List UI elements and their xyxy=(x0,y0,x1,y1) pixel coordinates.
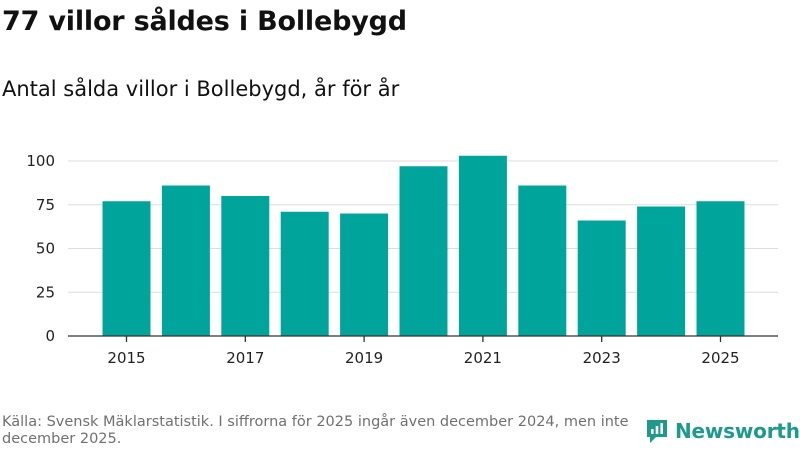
brand-name: Newsworthy xyxy=(675,419,800,443)
bar-2022 xyxy=(518,185,567,336)
bar-2019 xyxy=(340,213,389,336)
bar-chart: 0 25 50 75 100 2015 2017 2019 2021 2023 2025 xyxy=(26,152,778,367)
y-tick-label: 75 xyxy=(36,196,55,214)
bar-2025 xyxy=(696,201,745,336)
x-tick-label: 2017 xyxy=(226,349,264,367)
y-tick-label: 0 xyxy=(45,327,55,345)
bar-2016 xyxy=(161,185,210,336)
source-note: Källa: Svensk Mäklarstatistik. I siffror… xyxy=(2,414,629,447)
y-tick-label: 50 xyxy=(36,240,55,258)
y-tick-label: 100 xyxy=(26,152,55,170)
bar-2024 xyxy=(637,206,686,336)
chart-title: 77 villor såldes i Bollebygd xyxy=(2,6,407,37)
bar-2017 xyxy=(221,196,270,336)
bar-2023 xyxy=(577,220,626,336)
bar-2015 xyxy=(102,201,151,336)
axes: 0 25 50 75 100 2015 2017 2019 2021 2023 2025 xyxy=(26,152,778,367)
x-tick-label: 2023 xyxy=(583,349,621,367)
bars xyxy=(102,155,745,336)
bar-2018 xyxy=(280,211,329,336)
y-tick-label: 25 xyxy=(36,283,55,301)
x-tick-label: 2025 xyxy=(701,349,739,367)
x-tick-label: 2021 xyxy=(464,349,502,367)
x-tick-label: 2019 xyxy=(345,349,383,367)
x-tick-label: 2015 xyxy=(107,349,145,367)
newsworthy-logo-icon xyxy=(647,420,667,443)
bar-2021 xyxy=(458,155,507,336)
bar-2020 xyxy=(399,166,448,336)
brand-logo[interactable]: Newsworthy xyxy=(645,418,800,444)
chart-subtitle: Antal sålda villor i Bollebygd, år för å… xyxy=(2,77,400,101)
